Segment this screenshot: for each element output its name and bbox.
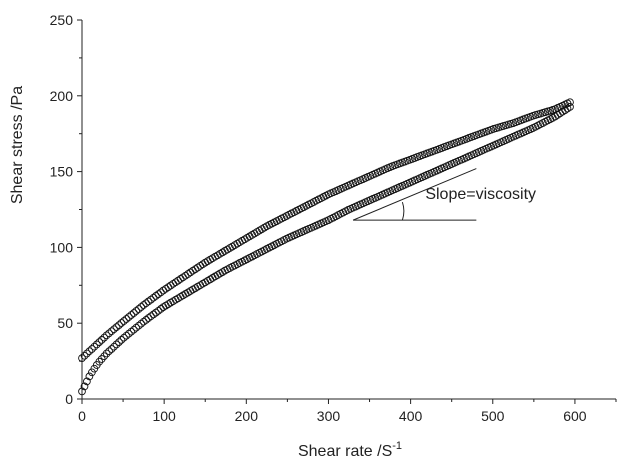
slope-line bbox=[352, 168, 477, 221]
data-point bbox=[112, 340, 121, 349]
data-point bbox=[102, 349, 111, 358]
data-point bbox=[107, 345, 116, 353]
data-point bbox=[144, 314, 153, 322]
data-point bbox=[566, 103, 574, 111]
data-point bbox=[90, 342, 99, 351]
data-point bbox=[122, 331, 131, 340]
x-axis-title: Shear rate /S-1 bbox=[298, 440, 402, 460]
data-point bbox=[154, 290, 163, 298]
y-axis-title: Shear stress /Pa bbox=[9, 86, 26, 204]
data-point bbox=[161, 301, 170, 310]
data-point bbox=[122, 315, 131, 323]
ticks: 0 100 200 300 400 500 600 0 50 100 150 200 250 bbox=[50, 12, 617, 424]
x-tick-label: 0 bbox=[78, 408, 86, 424]
x-tick-label: 400 bbox=[399, 408, 423, 424]
data-point bbox=[85, 347, 94, 356]
data-point bbox=[83, 377, 91, 386]
data-point bbox=[80, 351, 89, 360]
x-tick-label: 500 bbox=[481, 408, 505, 424]
slope-annotation bbox=[352, 168, 477, 221]
data-point bbox=[134, 305, 143, 313]
slope-angle-arc bbox=[401, 201, 405, 221]
data-point bbox=[154, 306, 163, 315]
data-point bbox=[201, 258, 210, 267]
data-point bbox=[78, 387, 86, 396]
data-point bbox=[129, 325, 138, 334]
y-tick-label: 0 bbox=[65, 391, 73, 407]
data-point bbox=[206, 275, 215, 284]
data-point bbox=[129, 309, 138, 317]
data-point bbox=[120, 333, 128, 342]
data-point bbox=[137, 303, 146, 311]
data-point bbox=[92, 340, 101, 349]
data-point bbox=[127, 327, 136, 336]
y-tick-label: 100 bbox=[50, 239, 74, 255]
data-point bbox=[107, 327, 116, 336]
data-point bbox=[134, 321, 143, 330]
data-point bbox=[152, 292, 160, 300]
data-point bbox=[112, 323, 121, 331]
annotation-label: Slope=viscosity bbox=[425, 186, 536, 203]
data-point bbox=[127, 311, 136, 319]
data-point bbox=[95, 338, 104, 346]
x-tick-label: 200 bbox=[235, 408, 259, 424]
data-point bbox=[100, 352, 109, 361]
data-points bbox=[78, 98, 574, 396]
x-tick-label: 300 bbox=[317, 408, 341, 424]
data-point bbox=[152, 308, 160, 317]
data-point bbox=[83, 349, 91, 358]
y-tick-label: 250 bbox=[50, 12, 74, 28]
data-point bbox=[102, 331, 111, 340]
data-point bbox=[184, 288, 192, 297]
data-point bbox=[105, 329, 113, 338]
data-point bbox=[144, 297, 153, 306]
data-point bbox=[137, 319, 146, 328]
y-tick-label: 50 bbox=[57, 315, 73, 331]
data-point bbox=[105, 347, 113, 356]
data-point bbox=[147, 295, 155, 304]
data-point bbox=[117, 319, 126, 327]
data-point bbox=[139, 317, 148, 326]
data-point bbox=[149, 293, 158, 302]
data-point bbox=[142, 299, 150, 308]
y-tick-label: 150 bbox=[50, 164, 74, 180]
data-point bbox=[132, 307, 141, 315]
y-tick-label: 200 bbox=[50, 88, 74, 104]
data-point bbox=[149, 310, 158, 319]
data-point bbox=[78, 354, 86, 362]
data-point bbox=[124, 313, 133, 321]
data-point bbox=[110, 342, 118, 351]
data-point bbox=[115, 338, 123, 346]
data-point bbox=[115, 321, 123, 329]
data-point bbox=[120, 317, 128, 325]
data-point bbox=[117, 336, 126, 344]
series-lower bbox=[78, 103, 574, 396]
data-point bbox=[124, 329, 133, 338]
data-point bbox=[100, 333, 109, 342]
series-upper bbox=[78, 98, 574, 362]
data-point bbox=[110, 325, 118, 334]
data-point bbox=[132, 323, 141, 332]
data-point bbox=[88, 345, 96, 353]
data-point bbox=[97, 336, 106, 344]
data-point bbox=[97, 355, 106, 363]
data-point bbox=[147, 312, 155, 321]
data-point bbox=[85, 372, 94, 381]
data-point bbox=[95, 357, 104, 366]
x-tick-label: 600 bbox=[563, 408, 587, 424]
x-tick-label: 100 bbox=[152, 408, 176, 424]
data-point bbox=[142, 316, 150, 324]
data-point bbox=[139, 301, 148, 309]
data-point bbox=[563, 104, 572, 113]
data-point bbox=[80, 382, 89, 391]
